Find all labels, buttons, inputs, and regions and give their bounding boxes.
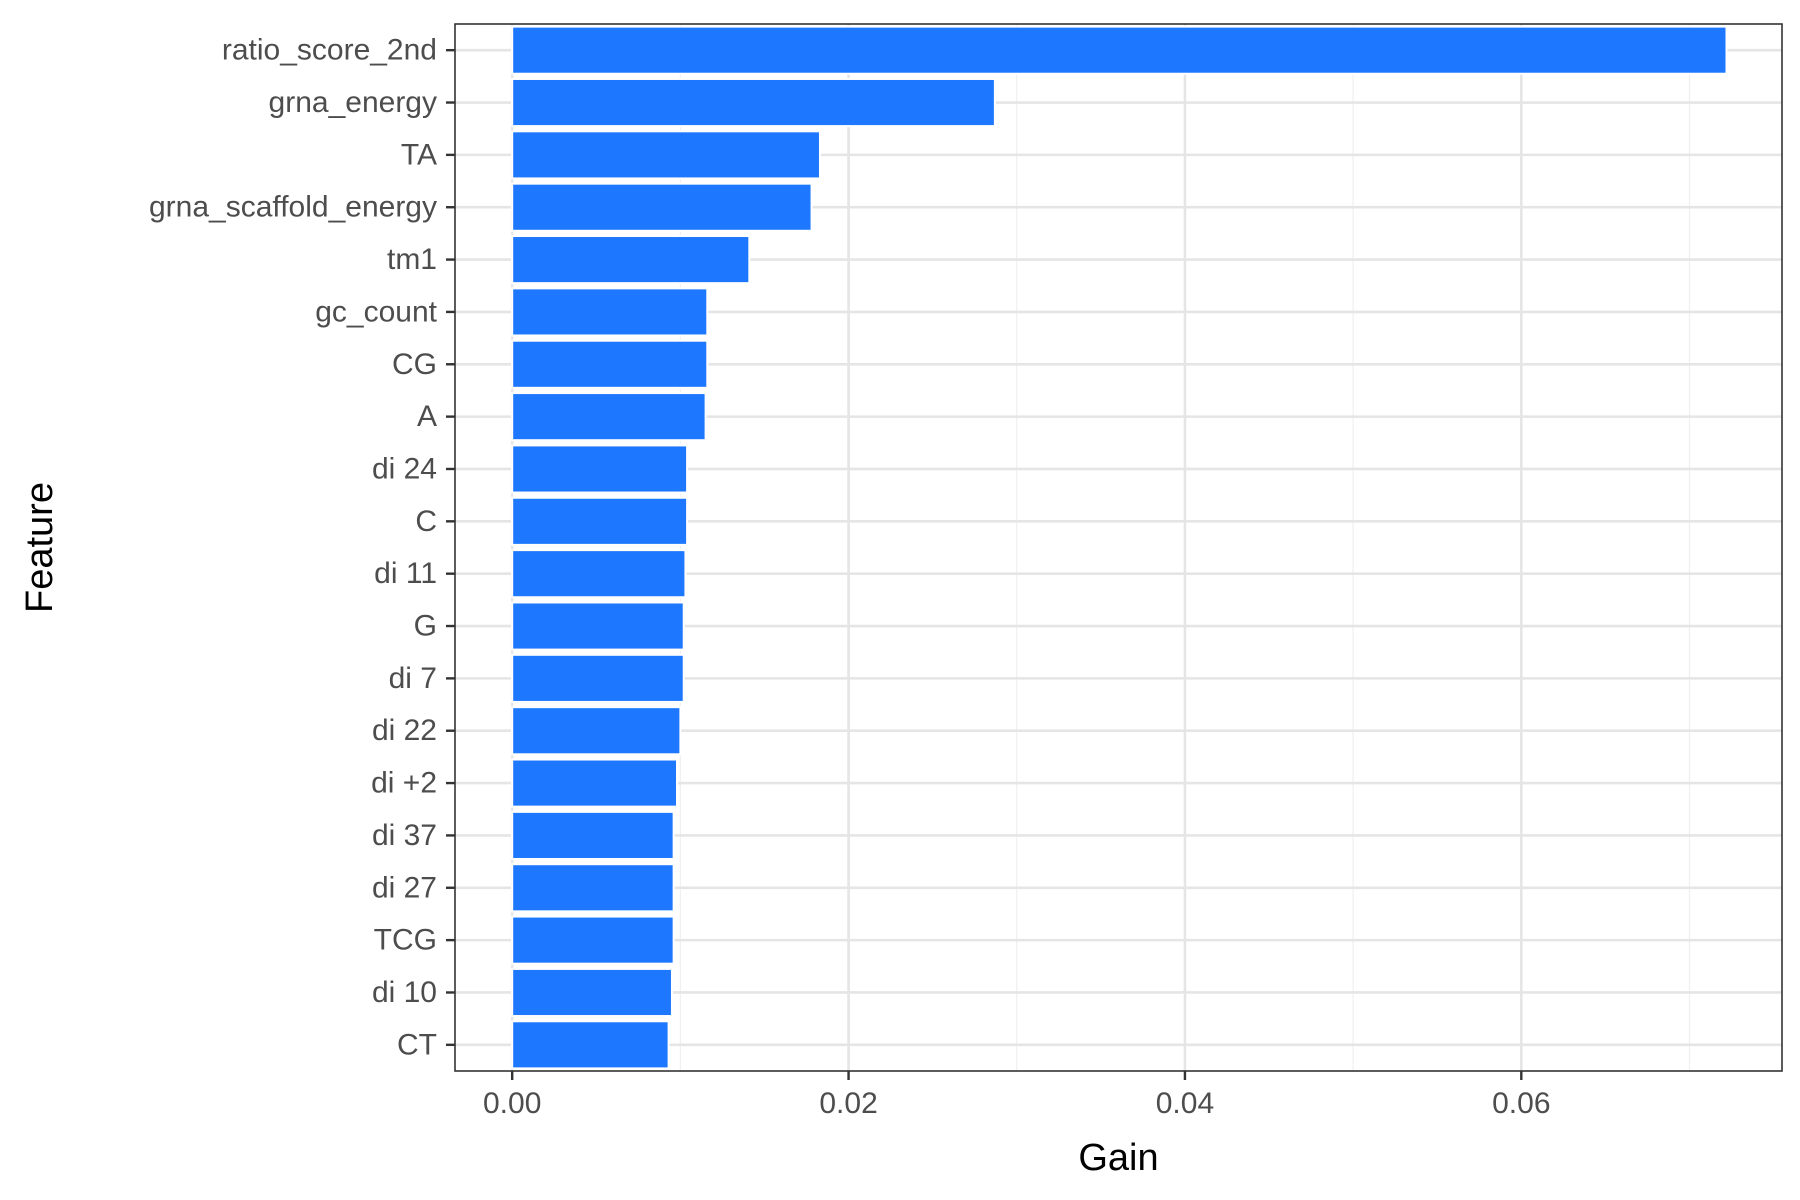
x-tick-label: 0.02 xyxy=(819,1087,877,1120)
bar-grna-energy xyxy=(511,77,996,128)
x-axis-title: Gain xyxy=(1078,1137,1158,1179)
bar-ta xyxy=(511,130,821,180)
y-tick-label: grna_scaffold_energy xyxy=(149,191,437,224)
y-tick-label: TCG xyxy=(374,924,437,957)
bar-di-22 xyxy=(511,706,682,756)
bar-a xyxy=(511,392,707,442)
y-tick-label: C xyxy=(415,505,437,538)
y-axis-title: Feature xyxy=(19,482,61,613)
panel-border xyxy=(454,23,1783,1072)
y-tick-label: di +2 xyxy=(371,767,437,800)
bar-tm1 xyxy=(511,235,751,285)
y-tick-label: di 11 xyxy=(374,557,437,590)
y-axis: ratio_score_2nd grna_energy TA grna_scaffol… xyxy=(149,34,455,1061)
y-tick-label: di 37 xyxy=(372,819,437,852)
grid-lines xyxy=(455,24,1782,1071)
x-tick-label: 0.04 xyxy=(1156,1087,1214,1120)
bar-gc-count xyxy=(511,287,709,337)
y-tick-label: A xyxy=(417,400,437,433)
bar-di-2 xyxy=(511,758,679,808)
bar-g xyxy=(511,601,685,651)
bar-tcg xyxy=(511,915,675,965)
x-axis: 0.00 0.02 0.04 0.06 xyxy=(483,1071,1551,1120)
y-tick-label: di 27 xyxy=(372,871,437,904)
bar-di-27 xyxy=(511,863,675,913)
y-tick-label: ratio_score_2nd xyxy=(222,34,437,67)
bar-di-24 xyxy=(511,444,689,494)
bar-di-7 xyxy=(511,653,685,703)
y-tick-label: CT xyxy=(397,1028,437,1061)
y-tick-label: di 7 xyxy=(389,662,437,695)
bar-di-37 xyxy=(511,810,675,860)
bars xyxy=(511,25,1728,1070)
panel-background xyxy=(455,24,1782,1071)
y-tick-label: di 10 xyxy=(372,976,437,1009)
y-tick-label: di 22 xyxy=(372,714,437,747)
bar-di-10 xyxy=(511,967,673,1018)
bar-ratio-score-2nd xyxy=(511,25,1728,75)
y-tick-label: TA xyxy=(401,138,437,171)
x-tick-label: 0.06 xyxy=(1492,1087,1550,1120)
bar-grna-scaffold-energy xyxy=(511,182,813,232)
x-tick-label: 0.00 xyxy=(483,1087,541,1120)
y-tick-label: CG xyxy=(392,348,437,381)
y-tick-label: G xyxy=(414,610,437,643)
y-tick-label: tm1 xyxy=(387,243,437,276)
bar-c xyxy=(511,496,689,546)
bar-cg xyxy=(511,339,709,389)
bar-ct xyxy=(511,1020,670,1070)
bar-di-11 xyxy=(511,549,687,599)
y-tick-label: grna_energy xyxy=(269,86,437,119)
y-tick-label: di 24 xyxy=(372,452,437,485)
y-tick-label: gc_count xyxy=(315,295,437,328)
